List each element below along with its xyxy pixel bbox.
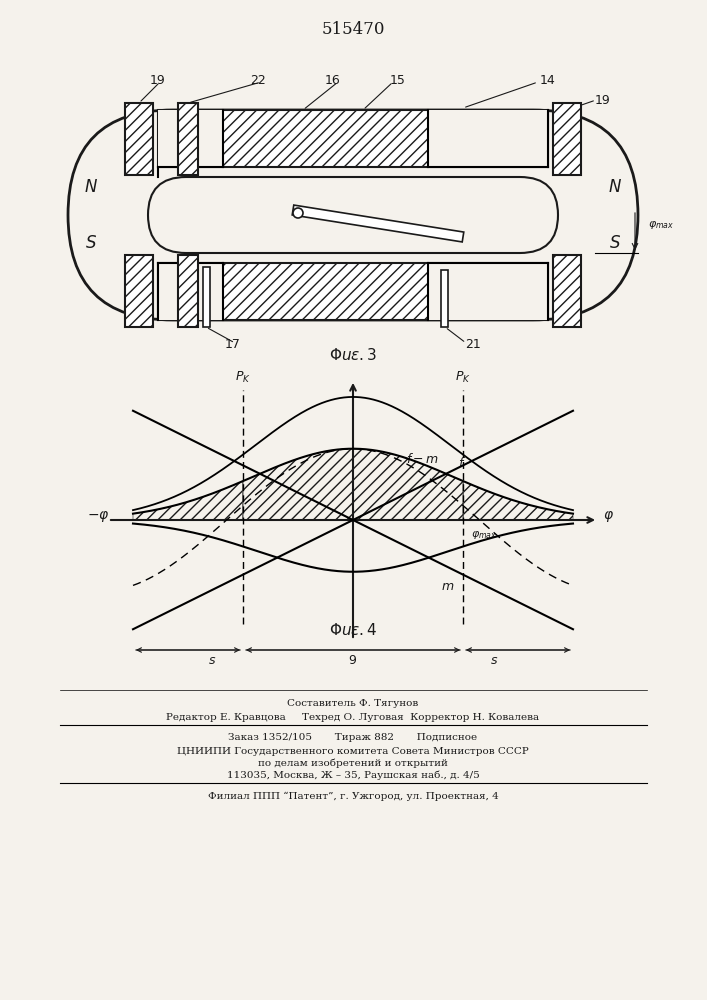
Text: 16: 16 — [325, 74, 341, 87]
Bar — [428, 110, 548, 167]
Bar — [158, 110, 223, 167]
Text: $f-m$: $f-m$ — [407, 452, 440, 466]
Bar — [178, 103, 198, 175]
Text: $9$: $9$ — [349, 654, 358, 666]
Bar — [158, 263, 223, 320]
Text: Заказ 1352/105       Тираж 882       Подписное: Заказ 1352/105 Тираж 882 Подписное — [228, 734, 477, 742]
Bar — [158, 263, 548, 320]
Text: 19: 19 — [150, 74, 166, 87]
Text: S: S — [86, 234, 96, 252]
Circle shape — [293, 208, 303, 218]
Text: $\varphi_{max}$: $\varphi_{max}$ — [648, 219, 674, 231]
Text: Редактор Е. Кравцова     Техред О. Луговая  Корректор Н. Ковалева: Редактор Е. Кравцова Техред О. Луговая К… — [166, 712, 539, 722]
Bar — [553, 103, 581, 175]
Bar — [178, 255, 198, 327]
Text: 22: 22 — [250, 74, 266, 87]
Text: по делам изобретений и открытий: по делам изобретений и открытий — [258, 758, 448, 768]
Bar — [125, 255, 153, 327]
Text: 19: 19 — [595, 94, 611, 106]
Bar — [428, 263, 548, 320]
Bar — [158, 110, 548, 167]
Bar — [158, 263, 548, 320]
FancyBboxPatch shape — [68, 110, 638, 320]
Text: $P_K$: $P_K$ — [235, 370, 251, 385]
Bar — [203, 267, 210, 327]
Bar — [553, 255, 581, 327]
Text: ЦНИИПИ Государственного комитета Совета Министров СССР: ЦНИИПИ Государственного комитета Совета … — [177, 746, 529, 756]
Text: $\varphi_{max}$: $\varphi_{max}$ — [471, 529, 497, 541]
Bar — [178, 103, 198, 175]
Text: $s$: $s$ — [208, 654, 216, 666]
Text: Составитель Ф. Тягунов: Составитель Ф. Тягунов — [287, 698, 419, 708]
Text: N: N — [85, 178, 97, 196]
Text: 21: 21 — [465, 338, 481, 352]
Text: 515470: 515470 — [321, 21, 385, 38]
Bar — [158, 110, 548, 167]
Bar — [441, 270, 448, 327]
Text: $s$: $s$ — [490, 654, 498, 666]
Text: Филиал ППП “Патент”, г. Ужгород, ул. Проектная, 4: Филиал ППП “Патент”, г. Ужгород, ул. Про… — [208, 791, 498, 801]
Polygon shape — [292, 205, 464, 242]
Text: $m$: $m$ — [441, 580, 455, 593]
Text: $\varphi$: $\varphi$ — [602, 510, 614, 524]
Text: 113035, Москва, Ж – 35, Раушская наб., д. 4/5: 113035, Москва, Ж – 35, Раушская наб., д… — [227, 770, 479, 780]
Text: S: S — [609, 234, 620, 252]
Text: 15: 15 — [390, 74, 406, 87]
Text: 14: 14 — [540, 74, 556, 87]
Text: N: N — [609, 178, 621, 196]
Text: $f$: $f$ — [458, 456, 466, 470]
Bar — [125, 103, 153, 175]
FancyBboxPatch shape — [148, 177, 558, 253]
Bar — [125, 103, 153, 175]
Bar — [553, 255, 581, 327]
Bar — [553, 103, 581, 175]
Bar — [125, 255, 153, 327]
Text: $-\varphi$: $-\varphi$ — [87, 510, 110, 524]
Text: $\mathit{\Phi u\varepsilon.3}$: $\mathit{\Phi u\varepsilon.3}$ — [329, 347, 377, 363]
Bar — [178, 255, 198, 327]
Text: $P_K$: $P_K$ — [455, 370, 471, 385]
Text: $\mathit{\Phi u\varepsilon.4}$: $\mathit{\Phi u\varepsilon.4}$ — [329, 622, 378, 638]
Text: 17: 17 — [225, 338, 241, 352]
